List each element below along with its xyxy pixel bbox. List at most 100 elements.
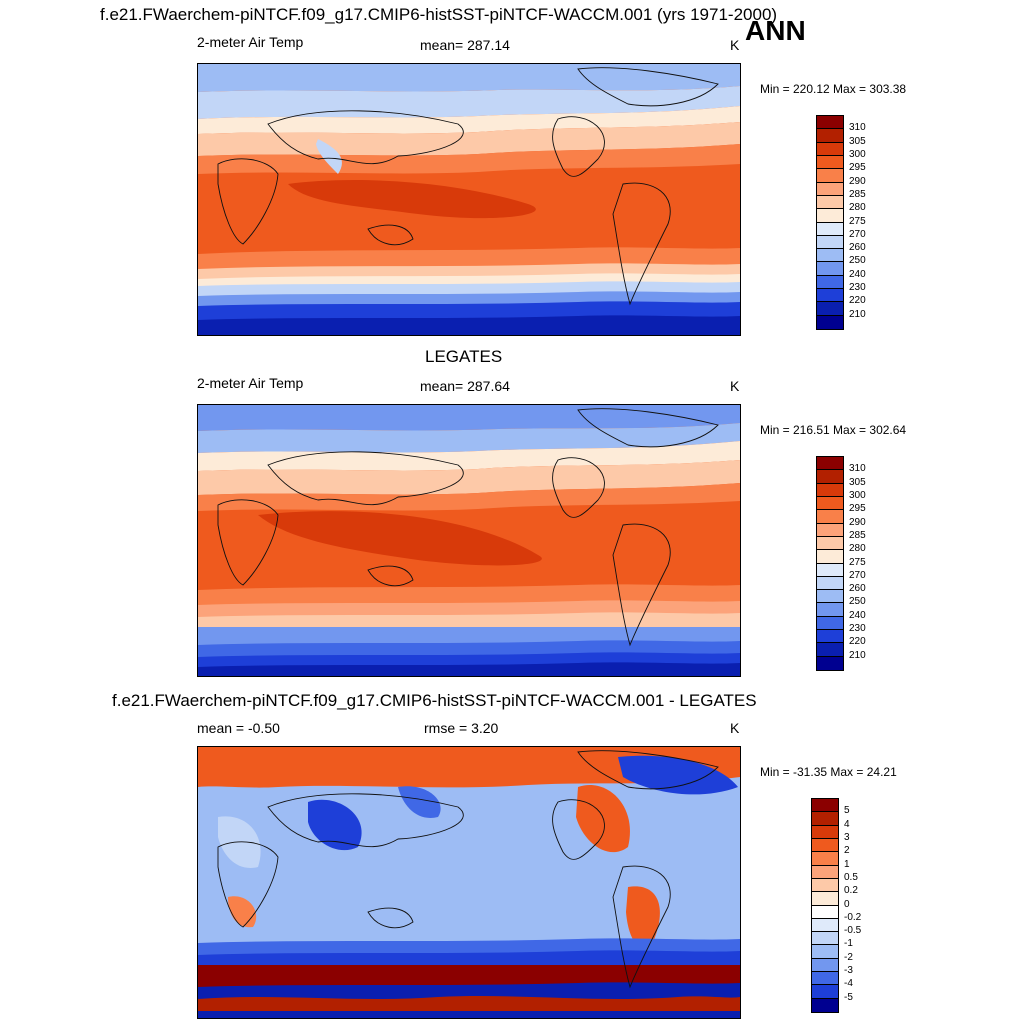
colorbar-swatch bbox=[817, 603, 843, 617]
colorbar-swatch bbox=[817, 550, 843, 564]
colorbar-swatch bbox=[812, 932, 838, 946]
colorbar-swatch bbox=[817, 129, 843, 143]
colorbar-swatch bbox=[817, 590, 843, 604]
colorbar-tick-label: 270 bbox=[849, 569, 866, 581]
colorbar-swatch bbox=[817, 523, 843, 537]
colorbar-tick-label: 250 bbox=[849, 255, 866, 267]
colorbar-swatch bbox=[812, 985, 838, 999]
season-label: ANN bbox=[745, 15, 806, 46]
colorbar-swatch bbox=[817, 235, 843, 250]
panel-obs-units-label: K bbox=[730, 378, 740, 394]
panel-model-units-label: K bbox=[730, 37, 740, 53]
panel-obs-variable-label: 2-meter Air Temp bbox=[197, 375, 304, 391]
colorbar-tick-label: 290 bbox=[849, 516, 866, 528]
colorbar-swatch bbox=[812, 945, 838, 959]
colorbar-tick-label: 230 bbox=[849, 623, 866, 635]
colorbar-swatch bbox=[817, 142, 843, 156]
colorbar-swatch bbox=[812, 918, 838, 933]
colorbar-swatch bbox=[817, 209, 843, 223]
colorbar-swatch bbox=[817, 249, 843, 263]
colorbar-swatch bbox=[812, 878, 838, 893]
colorbar-tick-label: 240 bbox=[849, 268, 866, 280]
colorbar-swatch bbox=[817, 563, 843, 577]
colorbar-swatch bbox=[817, 496, 843, 511]
colorbar-swatch bbox=[817, 457, 843, 471]
colorbar-swatch bbox=[817, 643, 843, 657]
panel-obs-minmax: Min = 216.51 Max = 302.64 bbox=[760, 423, 907, 437]
colorbar-tick-label: -3 bbox=[844, 965, 853, 977]
panel-model-colorbar: 310 305 300 295 290 285 280 275 270 260 250 240 230 2… bbox=[816, 115, 866, 330]
colorbar-swatch bbox=[817, 470, 843, 484]
colorbar-swatch bbox=[817, 483, 843, 497]
colorbar-tick-label: 260 bbox=[849, 242, 866, 254]
panel-diff-minmax: Min = -31.35 Max = 24.21 bbox=[760, 765, 897, 779]
colorbar-swatch bbox=[817, 656, 843, 670]
panel-diff-map bbox=[197, 746, 741, 1019]
colorbar-swatch bbox=[812, 865, 838, 879]
colorbar-swatch bbox=[817, 116, 843, 130]
colorbar-tick-label: 3 bbox=[844, 831, 850, 843]
panel-obs-map bbox=[197, 404, 741, 677]
colorbar-tick-label: 5 bbox=[844, 805, 850, 817]
colorbar-swatch bbox=[817, 182, 843, 196]
colorbar-swatch bbox=[812, 838, 838, 853]
colorbar-swatch bbox=[812, 998, 838, 1012]
colorbar-swatch bbox=[812, 812, 838, 826]
colorbar-swatch bbox=[817, 576, 843, 591]
colorbar-tick-label: 4 bbox=[844, 818, 850, 830]
colorbar-tick-label: 300 bbox=[849, 489, 866, 501]
colorbar-swatch bbox=[817, 536, 843, 551]
panel-model-map bbox=[197, 63, 741, 336]
colorbar-swatch bbox=[817, 275, 843, 290]
colorbar-tick-label: 260 bbox=[849, 583, 866, 595]
colorbar-tick-label: 285 bbox=[849, 529, 866, 541]
colorbar-tick-label: -0.2 bbox=[844, 911, 862, 923]
colorbar-tick-label: 250 bbox=[849, 596, 866, 608]
colorbar-tick-label: 305 bbox=[849, 135, 866, 147]
colorbar-tick-label: 310 bbox=[849, 463, 866, 475]
colorbar-tick-label: 280 bbox=[849, 543, 866, 555]
colorbar-swatch bbox=[812, 852, 838, 866]
colorbar-tick-label: 295 bbox=[849, 162, 866, 174]
colorbar-tick-label: 210 bbox=[849, 649, 866, 661]
panel-obs-title: LEGATES bbox=[425, 347, 503, 366]
colorbar-tick-label: 305 bbox=[849, 476, 866, 488]
panel-model-mean-label: mean= 287.14 bbox=[420, 37, 510, 53]
colorbar-tick-label: 220 bbox=[849, 636, 866, 648]
colorbar-tick-label: 295 bbox=[849, 503, 866, 515]
colorbar-swatch bbox=[817, 510, 843, 524]
colorbar-swatch bbox=[812, 905, 838, 919]
colorbar-tick-label: 280 bbox=[849, 202, 866, 214]
colorbar-swatch bbox=[817, 302, 843, 316]
colorbar-tick-label: 210 bbox=[849, 308, 866, 320]
colorbar-swatch bbox=[817, 155, 843, 170]
figure-title: f.e21.FWaerchem-piNTCF.f09_g17.CMIP6-his… bbox=[100, 5, 778, 24]
colorbar-tick-label: 2 bbox=[844, 845, 850, 857]
colorbar-box bbox=[816, 115, 844, 330]
colorbar-swatch bbox=[817, 222, 843, 236]
colorbar-tick-label: 290 bbox=[849, 175, 866, 187]
colorbar-swatch bbox=[812, 825, 838, 839]
colorbar-tick-label: 300 bbox=[849, 148, 866, 160]
colorbar-tick-label: -4 bbox=[844, 978, 853, 990]
panel-model-variable-label: 2-meter Air Temp bbox=[197, 34, 304, 50]
colorbar-tick-label: 0.2 bbox=[844, 885, 858, 897]
colorbar-swatch bbox=[817, 289, 843, 303]
colorbar-tick-label: 285 bbox=[849, 188, 866, 200]
colorbar-tick-label: -2 bbox=[844, 951, 853, 963]
panel-diff-rmse-label: rmse = 3.20 bbox=[424, 720, 499, 736]
colorbar-tick-label: 220 bbox=[849, 295, 866, 307]
colorbar-swatch bbox=[817, 616, 843, 631]
colorbar-tick-label: -1 bbox=[844, 938, 853, 950]
colorbar-swatch bbox=[812, 892, 838, 906]
panel-diff-mean-label: mean = -0.50 bbox=[197, 720, 280, 736]
colorbar-tick-label: 230 bbox=[849, 282, 866, 294]
colorbar-tick-label: -0.5 bbox=[844, 925, 862, 937]
panel-model-minmax: Min = 220.12 Max = 303.38 bbox=[760, 82, 907, 96]
colorbar-tick-label: 0.5 bbox=[844, 871, 858, 883]
panel-diff-colorbar: 5 4 3 2 1 0.5 0.2 0 -0.2 -0.5 -1 -2 -3 -4 -5 bbox=[811, 798, 861, 1013]
colorbar-swatch bbox=[817, 169, 843, 183]
panel-diff-title: f.e21.FWaerchem-piNTCF.f09_g17.CMIP6-his… bbox=[112, 691, 757, 710]
panel-obs-colorbar: 310 305 300 295 290 285 280 275 270 260 250 240 230 2… bbox=[816, 456, 866, 671]
panel-obs-mean-label: mean= 287.64 bbox=[420, 378, 510, 394]
